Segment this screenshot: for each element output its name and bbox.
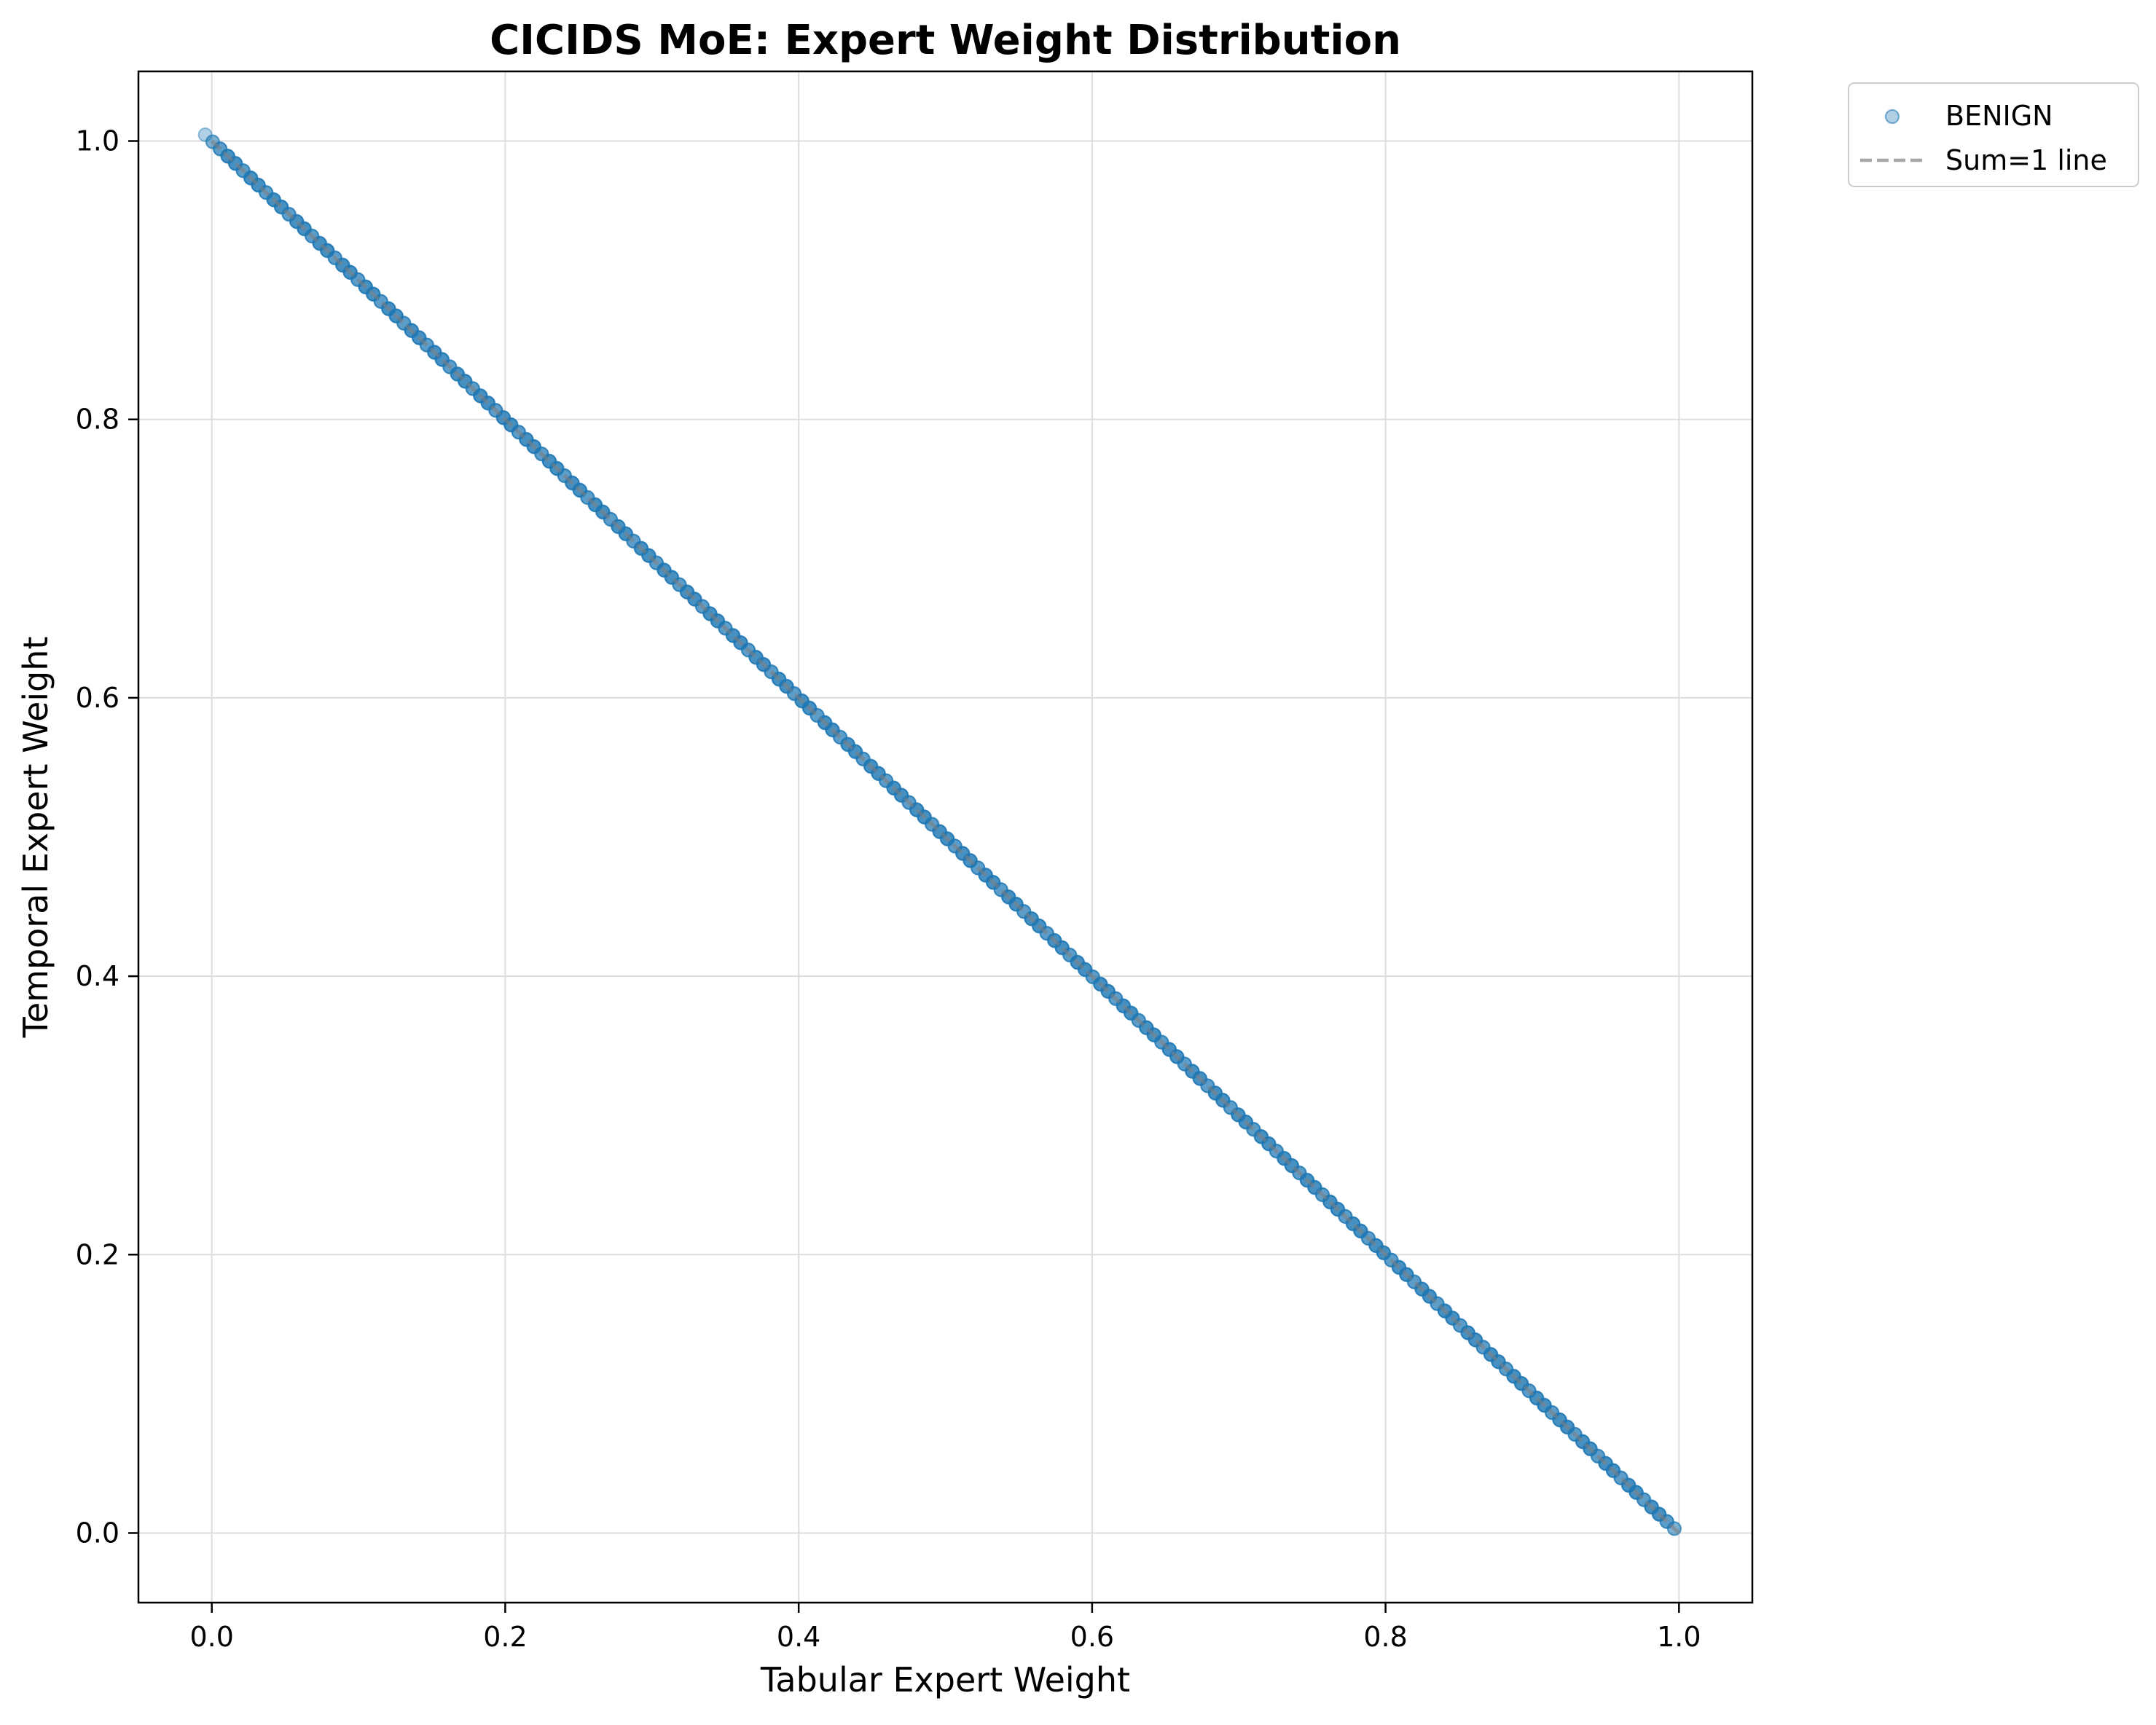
y-tick-label-4: 0.8 — [76, 404, 119, 436]
sum-line — [210, 139, 1681, 1535]
x-tick-label-3: 0.6 — [1070, 1621, 1114, 1653]
legend-label-benign: BENIGN — [1945, 100, 2053, 132]
y-tick-label-2: 0.4 — [76, 960, 119, 992]
y-axis-label: Temporal Expert Weight — [16, 637, 55, 1039]
y-tick-label-3: 0.6 — [76, 682, 119, 714]
chart-title: CICIDS MoE: Expert Weight Distribution — [490, 17, 1401, 64]
legend: BENIGN Sum=1 line — [1848, 82, 2139, 187]
plot-frame — [137, 70, 1754, 1604]
axis-ticks: 0.0 0.2 0.4 0.6 0.8 1.0 0.0 0.2 0.4 0.6 0.8 1.0 — [76, 125, 1701, 1653]
x-tick-label-1: 0.2 — [483, 1621, 527, 1653]
x-tick-label-2: 0.4 — [777, 1621, 820, 1653]
grid-lines — [138, 71, 1752, 1603]
legend-label-sum-line: Sum=1 line — [1945, 144, 2107, 176]
y-tick-label-1: 0.2 — [76, 1238, 119, 1270]
benign-point — [197, 127, 213, 142]
x-tick-label-5: 1.0 — [1657, 1621, 1701, 1653]
y-tick-label-5: 1.0 — [76, 125, 119, 157]
legend-marker-benign — [1885, 109, 1900, 124]
x-tick-label-4: 0.8 — [1363, 1621, 1407, 1653]
plot-data — [197, 127, 1682, 1536]
x-tick-label-0: 0.0 — [189, 1621, 233, 1653]
y-tick-label-0: 0.0 — [76, 1517, 119, 1549]
x-axis-label: Tabular Expert Weight — [760, 1660, 1130, 1700]
